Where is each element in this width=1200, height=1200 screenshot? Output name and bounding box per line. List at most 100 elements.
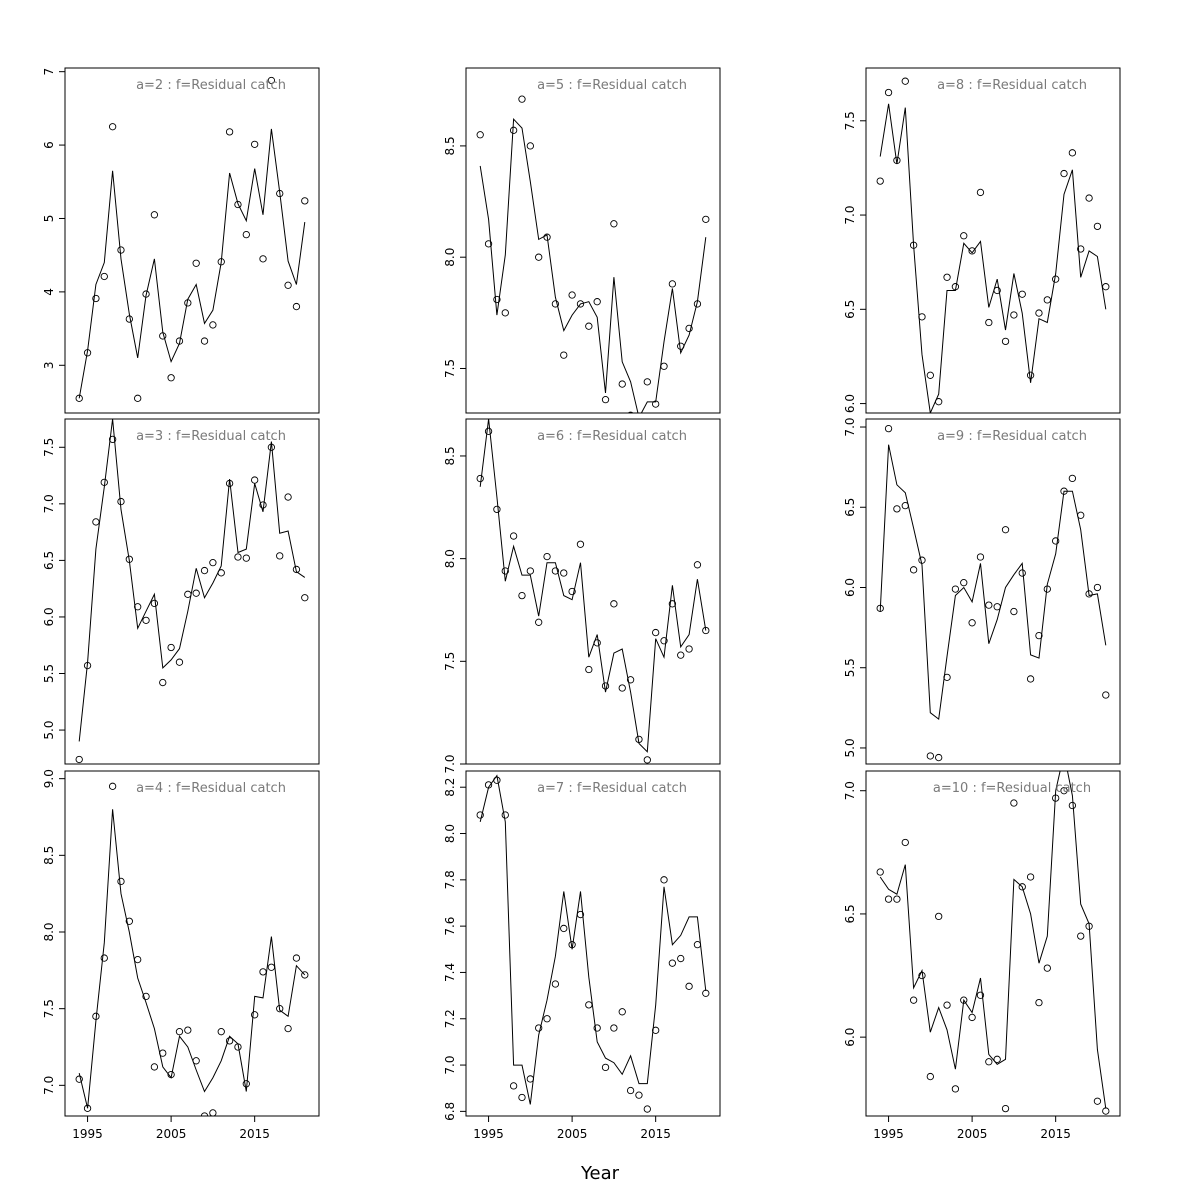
observed-point bbox=[259, 968, 267, 976]
panel-9: 6.0 6.5 7.0 1995 2005 2015 a=10 : f=Residual c… bbox=[843, 770, 1121, 1141]
observed-point bbox=[1001, 337, 1010, 346]
observed-point bbox=[610, 1024, 618, 1032]
observed-point bbox=[976, 991, 985, 999]
x-tick-label: 1995 bbox=[72, 1127, 103, 1141]
y-tick-label: 8.5 bbox=[443, 446, 457, 465]
observed-point bbox=[1068, 801, 1077, 810]
observed-point bbox=[476, 811, 484, 819]
observed-point bbox=[926, 371, 934, 379]
observed-point bbox=[993, 1055, 1001, 1063]
observed-point bbox=[301, 197, 309, 205]
observed-point bbox=[134, 955, 142, 964]
x-tick-label: 2005 bbox=[156, 1127, 187, 1141]
x-tick-label: 2015 bbox=[1040, 1127, 1071, 1141]
observed-point bbox=[509, 532, 518, 540]
x-tick-label: 2005 bbox=[957, 1127, 988, 1141]
panel-8: 6.8 7.0 7.2 7.4 7.6 7.8 8.0 8.2 1995 2005 2015 a=7 … bbox=[443, 770, 721, 1141]
observed-point bbox=[501, 567, 509, 575]
observed-point bbox=[976, 553, 985, 561]
x-tick-label: 2015 bbox=[640, 1127, 671, 1141]
observed-point bbox=[660, 876, 668, 884]
observed-point bbox=[535, 253, 543, 261]
observed-point bbox=[576, 300, 585, 308]
observed-point bbox=[1068, 474, 1077, 483]
panel-frame bbox=[865, 418, 1121, 765]
plot-area bbox=[75, 419, 309, 764]
observed-point bbox=[585, 665, 593, 674]
observed-point bbox=[217, 1028, 225, 1036]
observed-point bbox=[292, 302, 301, 311]
panel-title: a=2 : f=Residual catch bbox=[136, 78, 286, 93]
observed-point bbox=[685, 982, 693, 990]
observed-point bbox=[551, 980, 560, 988]
observed-point bbox=[292, 565, 301, 574]
observed-point bbox=[985, 601, 993, 609]
y-tick-label: 8.0 bbox=[42, 922, 56, 941]
panel-4: 5.0 5.5 6.0 6.5 7.0 7.5 a=3 : f=Residual catch bbox=[42, 418, 320, 765]
y-tick-label: 5.5 bbox=[843, 658, 857, 677]
y-tick-label: 7.5 bbox=[443, 359, 457, 378]
x-tick-label: 1995 bbox=[873, 1127, 904, 1141]
observed-point bbox=[1093, 1097, 1102, 1105]
observed-point bbox=[192, 259, 200, 267]
observed-point bbox=[225, 128, 234, 136]
observed-point bbox=[501, 309, 509, 317]
y-tick-label: 6.5 bbox=[843, 904, 857, 923]
observed-point bbox=[918, 556, 926, 564]
y-tick-label: 6.0 bbox=[843, 394, 857, 413]
observed-point bbox=[1077, 245, 1085, 253]
observed-point bbox=[901, 838, 909, 847]
y-tick-label: 3 bbox=[42, 361, 56, 369]
observed-point bbox=[926, 1072, 934, 1081]
y-tick-label: 6.5 bbox=[42, 551, 56, 570]
observed-point bbox=[668, 959, 677, 967]
observed-point bbox=[943, 273, 951, 281]
observed-point bbox=[893, 505, 901, 513]
observed-point bbox=[75, 394, 83, 402]
observed-point bbox=[125, 917, 133, 925]
observed-point bbox=[618, 684, 626, 692]
observed-point bbox=[184, 590, 192, 598]
observed-point bbox=[1026, 873, 1035, 881]
plot-area bbox=[876, 771, 1110, 1115]
y-tick-label: 7.6 bbox=[443, 917, 457, 936]
observed-point bbox=[484, 427, 493, 435]
observed-point bbox=[560, 924, 568, 933]
observed-point bbox=[685, 324, 693, 333]
observed-point bbox=[242, 554, 250, 562]
y-tick-label: 8.0 bbox=[443, 549, 457, 568]
observed-point bbox=[509, 126, 518, 134]
panel-frame bbox=[64, 770, 320, 1117]
y-tick-label: 7.0 bbox=[443, 1056, 457, 1075]
observed-point bbox=[643, 378, 651, 386]
y-tick-label: 7.5 bbox=[42, 999, 56, 1018]
observed-point bbox=[618, 1008, 626, 1016]
observed-point bbox=[476, 474, 484, 483]
observed-point bbox=[125, 315, 133, 323]
plot-area bbox=[876, 77, 1110, 413]
y-tick-label: 7 bbox=[42, 68, 56, 76]
observed-point bbox=[75, 755, 83, 764]
observed-point bbox=[935, 753, 943, 762]
observed-point bbox=[1018, 883, 1026, 891]
y-tick-label: 4 bbox=[42, 288, 56, 296]
observed-point bbox=[601, 395, 610, 404]
panel-1: 3 4 5 6 7 a=2 : f=Residual catch bbox=[42, 67, 320, 414]
panel-6: 5.0 5.5 6.0 6.5 7.0 a=9 : f=Residual catch bbox=[843, 417, 1121, 765]
observed-point bbox=[535, 618, 543, 626]
observed-point bbox=[1093, 222, 1102, 231]
observed-point bbox=[585, 1001, 593, 1009]
observed-point bbox=[685, 645, 693, 653]
observed-point bbox=[108, 782, 117, 790]
observed-point bbox=[635, 1091, 643, 1099]
panel-title: a=9 : f=Residual catch bbox=[937, 429, 1087, 444]
panel-5: 7.0 7.5 8.0 8.5 a=6 : f=Residual catch bbox=[443, 418, 721, 774]
panel-frame bbox=[465, 67, 721, 414]
observed-point bbox=[1060, 787, 1068, 795]
panel-frame bbox=[865, 770, 1121, 1117]
observed-point bbox=[568, 291, 576, 299]
observed-point bbox=[192, 589, 200, 597]
observed-point bbox=[518, 591, 526, 600]
y-tick-label: 5.5 bbox=[42, 664, 56, 683]
